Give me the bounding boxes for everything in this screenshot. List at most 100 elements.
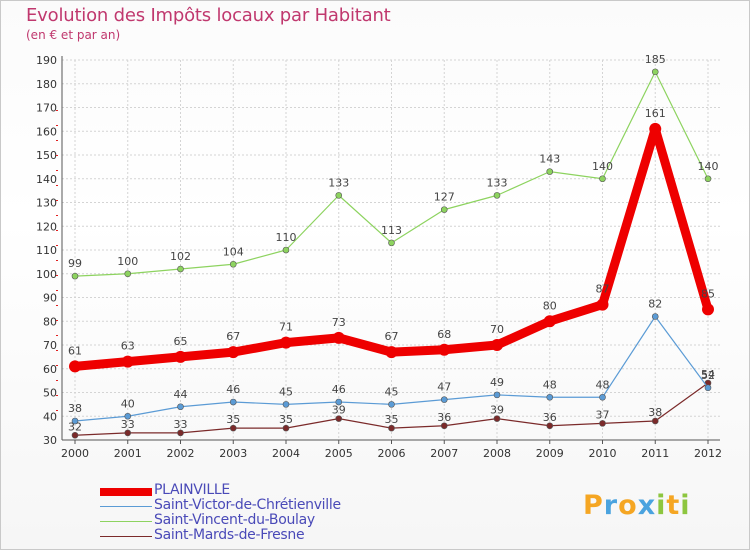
- logo-letter: x: [637, 490, 657, 521]
- legend-swatch: [100, 536, 152, 537]
- data-point: [282, 401, 290, 408]
- data-point: [335, 398, 343, 406]
- logo-letter: i: [680, 490, 691, 521]
- data-label: 46: [226, 383, 240, 396]
- data-point: [229, 424, 237, 432]
- legend-label: PLAINVILLE: [154, 482, 230, 498]
- data-label: 110: [276, 231, 297, 244]
- data-label: 65: [174, 335, 188, 348]
- data-point: [704, 175, 712, 183]
- data-point: [651, 68, 659, 76]
- y-tick-label: 140: [36, 173, 57, 186]
- data-label: 100: [117, 255, 138, 268]
- logo-letter: r: [603, 490, 619, 521]
- data-label: 37: [596, 408, 610, 421]
- x-tick-label: 2011: [641, 447, 669, 460]
- data-point: [229, 260, 237, 268]
- data-label: 102: [170, 250, 191, 263]
- data-point: [177, 403, 184, 411]
- x-tick-label: 2007: [430, 447, 458, 460]
- y-tick-label: 110: [36, 244, 57, 257]
- logo-letter: o: [618, 490, 638, 521]
- data-point: [335, 192, 343, 199]
- data-label: 133: [328, 176, 349, 189]
- y-tick-label: 160: [36, 125, 57, 138]
- data-point: [388, 239, 395, 247]
- data-label: 143: [539, 153, 560, 166]
- data-label: 67: [226, 330, 240, 343]
- data-label: 36: [437, 411, 451, 424]
- data-label: 133: [487, 176, 508, 189]
- data-label: 35: [226, 413, 240, 426]
- data-label: 35: [385, 413, 399, 426]
- data-point: [174, 350, 187, 363]
- legend-label: Saint-Vincent-du-Boulay: [154, 512, 315, 528]
- legend-label: Saint-Victor-de-Chrétienville: [154, 497, 341, 513]
- data-point: [651, 417, 659, 425]
- logo-letter: t: [666, 490, 681, 521]
- y-tick-label: 170: [36, 102, 57, 115]
- data-point: [124, 429, 132, 437]
- y-tick-label: 60: [43, 363, 57, 376]
- data-point: [651, 313, 659, 320]
- data-point: [388, 424, 395, 432]
- data-label: 48: [596, 378, 610, 391]
- data-point: [282, 424, 290, 432]
- data-point: [282, 246, 290, 254]
- y-tick-label: 120: [36, 220, 57, 233]
- data-point: [124, 412, 132, 420]
- data-label: 39: [490, 404, 504, 417]
- data-point: [71, 417, 79, 425]
- data-point: [385, 346, 398, 359]
- data-label: 61: [68, 344, 82, 357]
- data-point: [280, 336, 292, 349]
- data-label: 33: [174, 418, 188, 431]
- data-point: [493, 391, 501, 399]
- x-tick-label: 2009: [536, 447, 564, 460]
- data-label: 45: [279, 385, 293, 398]
- x-tick-label: 2003: [219, 447, 247, 460]
- x-tick-label: 2012: [694, 447, 722, 460]
- y-tick-label: 150: [36, 149, 57, 162]
- data-label: 71: [279, 321, 293, 334]
- data-point: [599, 175, 606, 183]
- data-point: [440, 396, 448, 403]
- data-label: 40: [121, 397, 135, 410]
- data-label: 127: [434, 191, 455, 204]
- data-point: [543, 315, 556, 328]
- data-point: [596, 298, 609, 311]
- logo-letter: i: [656, 490, 667, 521]
- data-label: 68: [437, 328, 451, 341]
- data-point: [491, 339, 503, 351]
- x-tick-label: 2000: [61, 447, 89, 460]
- x-tick-label: 2005: [325, 447, 353, 460]
- data-label: 35: [279, 413, 293, 426]
- data-point: [121, 355, 134, 368]
- data-label: 140: [592, 160, 613, 173]
- data-label: 99: [68, 257, 82, 270]
- data-label: 82: [648, 298, 662, 311]
- y-tick-label: 90: [43, 292, 57, 305]
- data-point: [649, 122, 662, 135]
- data-point: [177, 265, 184, 273]
- y-tick-label: 190: [36, 54, 57, 67]
- y-tick-label: 30: [43, 434, 57, 447]
- data-label: 67: [385, 330, 399, 343]
- data-point: [124, 270, 132, 278]
- y-tick-label: 50: [43, 387, 57, 400]
- data-label: 54: [701, 368, 715, 381]
- data-label: 45: [385, 385, 399, 398]
- chart-title: Evolution des Impôts locaux par Habitant: [26, 5, 391, 26]
- data-label: 33: [121, 418, 135, 431]
- data-point: [440, 422, 448, 430]
- y-tick-label: 70: [43, 339, 57, 352]
- data-point: [332, 331, 345, 344]
- data-point: [546, 168, 554, 175]
- y-tick-label: 40: [43, 410, 57, 423]
- data-label: 104: [223, 245, 244, 258]
- logo-letter: P: [583, 490, 604, 521]
- data-label: 85: [701, 287, 715, 300]
- data-label: 73: [332, 316, 346, 329]
- y-tick-label: 130: [36, 197, 57, 210]
